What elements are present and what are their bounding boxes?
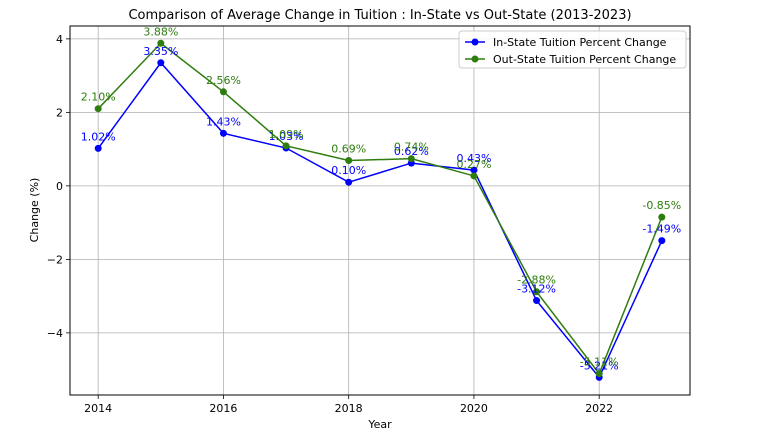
data-point <box>157 59 165 67</box>
series-line-1 <box>97 61 663 379</box>
data-label: 1.09% <box>269 128 304 141</box>
x-tick-label: 2016 <box>209 402 237 415</box>
series <box>94 39 666 381</box>
legend-marker <box>471 55 479 63</box>
grid <box>70 26 690 395</box>
data-label: -0.85% <box>642 199 681 212</box>
data-label: 2.56% <box>206 74 241 87</box>
data-point <box>533 288 541 296</box>
data-label: -5.21% <box>580 359 619 372</box>
data-label: 1.03% <box>269 130 304 143</box>
x-tick-label: 2014 <box>84 402 112 415</box>
data-label: 0.43% <box>456 152 491 165</box>
data-point <box>282 142 290 150</box>
data-point <box>219 88 227 96</box>
data-label: -2.88% <box>517 274 556 287</box>
x-tick-label: 2022 <box>585 402 613 415</box>
data-label: 3.35% <box>143 45 178 58</box>
data-point <box>94 105 102 113</box>
plot-frame <box>69 25 691 396</box>
data-point <box>658 237 666 245</box>
data-point <box>533 297 541 305</box>
data-label: 0.27% <box>456 158 491 171</box>
data-label: 0.74% <box>394 141 429 154</box>
legend: In-State Tuition Percent Change Out-State… <box>458 30 687 69</box>
data-point <box>94 144 102 152</box>
data-point <box>658 213 666 221</box>
ticks: 2014 2016 2018 2020 2022 −4 −2 0 2 4 <box>47 33 613 415</box>
legend-box <box>458 30 687 69</box>
data-label: 0.10% <box>331 164 366 177</box>
y-axis-label: Change (%) <box>28 178 41 243</box>
data-point <box>470 172 478 180</box>
legend-marker <box>471 38 479 46</box>
data-point <box>595 370 603 378</box>
data-label: 1.02% <box>81 130 116 143</box>
data-label: -5.11% <box>580 356 619 369</box>
legend-entry: Out-State Tuition Percent Change <box>493 53 676 66</box>
x-axis-label: Year <box>367 418 392 431</box>
data-point <box>219 129 227 137</box>
y-tick-label: 0 <box>56 180 63 193</box>
data-label: 2.10% <box>81 91 116 104</box>
data-point <box>407 155 415 163</box>
data-point <box>157 39 165 47</box>
data-point <box>470 166 478 174</box>
y-tick-label: −4 <box>47 327 63 340</box>
y-tick-label: 2 <box>56 106 63 119</box>
data-point <box>345 178 353 186</box>
x-tick-label: 2020 <box>460 402 488 415</box>
chart-title: Comparison of Average Change in Tuition … <box>128 8 631 23</box>
data-label: 1.43% <box>206 115 241 128</box>
x-tick-label: 2018 <box>335 402 363 415</box>
legend-entry: In-State Tuition Percent Change <box>493 36 667 49</box>
series-line-2 <box>97 42 663 376</box>
data-label: 0.62% <box>394 145 429 158</box>
y-tick-label: −2 <box>47 253 63 266</box>
data-labels: 1.02% 3.35% 1.43% 1.03% 0.10% 0.62% 0.43% -3.12… <box>81 25 682 372</box>
data-label: 0.69% <box>331 143 366 156</box>
data-label: -3.12% <box>517 283 556 296</box>
y-tick-label: 4 <box>56 33 63 46</box>
data-label: 3.88% <box>143 25 178 38</box>
data-label: -1.49% <box>642 223 681 236</box>
data-point <box>345 157 353 165</box>
